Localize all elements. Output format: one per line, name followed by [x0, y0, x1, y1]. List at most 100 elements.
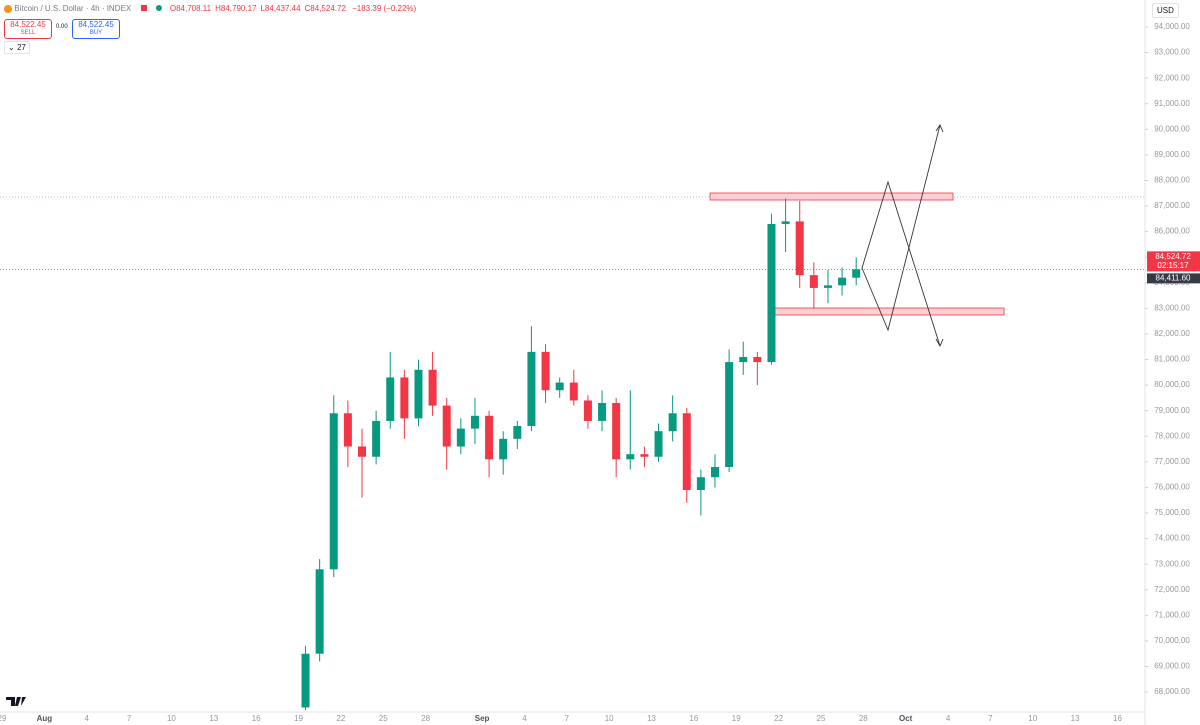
sell-label: SELL: [20, 30, 36, 36]
symbol[interactable]: Bitcoin / U.S. Dollar · 4h · INDEX: [14, 4, 132, 13]
candle-body: [696, 477, 705, 491]
ohlc-key: C: [304, 4, 311, 13]
candle-body: [343, 413, 352, 447]
x-tick-label: 16: [689, 714, 698, 723]
y-tick-label: 92,000.00: [1154, 73, 1190, 82]
x-tick-label: 16: [1113, 714, 1122, 723]
indicators-toggle[interactable]: ⌄ 27: [4, 41, 30, 54]
spread: 0.00: [56, 24, 68, 30]
candle-body: [838, 277, 847, 286]
ohlc-key: L: [260, 4, 265, 13]
candle-body: [414, 369, 423, 419]
x-tick-label: 25: [817, 714, 826, 723]
x-tick-label: 4: [84, 714, 89, 723]
buy-price: 84,522.45: [78, 20, 114, 29]
coin-icon: [4, 4, 12, 13]
candle-body: [583, 400, 592, 421]
candle-body: [682, 413, 691, 491]
buy-label: BUY: [89, 30, 103, 36]
candle-body: [386, 377, 395, 421]
x-tick-label: 28: [421, 714, 430, 723]
market-icon: [155, 5, 162, 11]
candle-body: [301, 653, 310, 708]
currency[interactable]: USD: [1152, 3, 1179, 18]
y-tick-label: 73,000.00: [1154, 559, 1190, 568]
x-tick-label: 13: [647, 714, 656, 723]
x-tick-label: 19: [732, 714, 741, 723]
x-tick-label: 13: [209, 714, 218, 723]
ohlc-key: H: [215, 4, 221, 13]
resistance-box[interactable]: [709, 192, 954, 201]
x-tick-label: 16: [252, 714, 261, 723]
sell-button[interactable]: 84,522.45 SELL: [4, 19, 52, 39]
projection-down[interactable]: [861, 180, 941, 347]
x-tick-label: Sep: [475, 714, 490, 723]
y-tick-label: 80,000.00: [1154, 380, 1190, 389]
candle-body: [767, 223, 776, 363]
x-tick-label: 25: [379, 714, 388, 723]
buy-button[interactable]: 84,522.45 BUY: [72, 19, 120, 39]
y-tick-label: 91,000.00: [1154, 99, 1190, 108]
x-tick-label: 29: [0, 714, 7, 723]
y-tick-label: 76,000.00: [1154, 483, 1190, 492]
logo[interactable]: [6, 697, 26, 706]
candle-body: [654, 431, 663, 457]
ohlc-value: 84,437.44: [264, 4, 301, 13]
y-tick-label: 94,000.00: [1154, 22, 1190, 31]
y-tick-label: 70,000.00: [1154, 636, 1190, 645]
candle-body: [598, 403, 607, 421]
y-tick-label: 79,000.00: [1154, 406, 1190, 415]
x-tick-label: 10: [605, 714, 614, 723]
support-box[interactable]: [769, 307, 1005, 316]
y-tick-label: 71,000.00: [1154, 610, 1190, 619]
candle-body: [809, 275, 818, 288]
candle-body: [823, 285, 832, 288]
x-tick-label: 7: [127, 714, 132, 723]
ohlc-value: 84,790.17: [220, 4, 257, 13]
y-tick-label: 72,000.00: [1154, 585, 1190, 594]
y-tick-label: 89,000.00: [1154, 150, 1190, 159]
candle-body: [329, 413, 338, 570]
y-tick-label: 82,000.00: [1154, 329, 1190, 338]
candle-body: [711, 466, 719, 478]
arrow-head: [935, 338, 944, 348]
candle-body: [400, 377, 409, 419]
price-tag: [1147, 251, 1200, 272]
y-tick-label: 74,000.00: [1154, 534, 1190, 543]
y-tick-label: 93,000.00: [1154, 48, 1190, 57]
countdown: 02:15:17: [1157, 261, 1189, 270]
candle-body: [541, 351, 550, 391]
y-tick-label: 77,000.00: [1154, 457, 1190, 466]
candle-body: [470, 415, 479, 429]
y-tick-label: 75,000.00: [1154, 508, 1190, 517]
x-tick-label: 22: [336, 714, 345, 723]
candle-body: [739, 356, 748, 363]
x-tick-label: 28: [859, 714, 868, 723]
candle-body: [781, 221, 790, 224]
bid-label: 84,411.60: [1156, 273, 1192, 282]
ohlc-key: O: [169, 4, 177, 13]
indicator-count: 27: [16, 43, 26, 52]
y-tick-label: 78,000.00: [1154, 431, 1190, 440]
y-tick-label: 69,000.00: [1154, 662, 1190, 671]
x-tick-label: 10: [1028, 714, 1037, 723]
candle-body: [753, 356, 762, 363]
candle-body: [442, 405, 451, 447]
arrow-head: [935, 124, 944, 133]
status-icon: [141, 5, 148, 11]
projection-up[interactable]: [861, 124, 941, 332]
x-tick-label: 13: [1071, 714, 1080, 723]
y-tick-label: 83,000.00: [1154, 303, 1190, 312]
candle-body: [725, 362, 734, 467]
candle-body: [527, 351, 536, 427]
candle-body: [852, 269, 861, 278]
y-tick-label: 68,000.00: [1154, 687, 1190, 696]
candle-body: [456, 428, 465, 447]
x-tick-label: 7: [988, 714, 993, 723]
candle-body: [795, 221, 804, 276]
x-tick-label: 4: [522, 714, 527, 723]
x-tick-label: 10: [167, 714, 176, 723]
y-tick-label: 90,000.00: [1154, 124, 1190, 133]
change: −183.39 (−0.22%): [352, 4, 417, 13]
